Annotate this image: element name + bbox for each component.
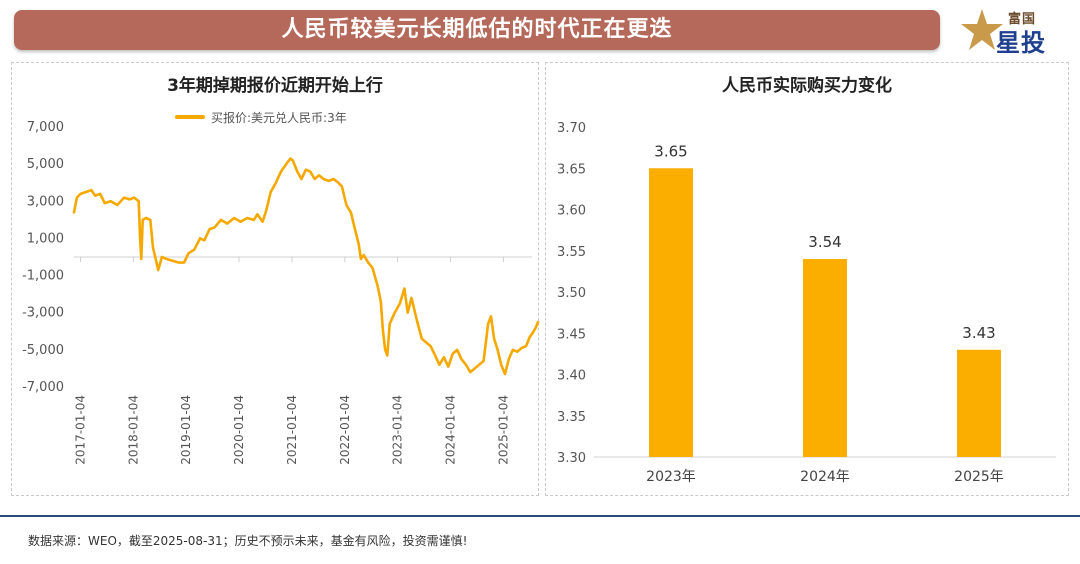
x-tick-label: 2025-01-04 xyxy=(496,395,510,465)
y-tick-label: 3.35 xyxy=(557,410,586,425)
y-tick-label: 1,000 xyxy=(27,231,64,246)
bar xyxy=(957,349,1001,457)
y-tick-label: -7,000 xyxy=(22,380,64,395)
source-note: 数据来源：WEO，截至2025-08-31；历史不预示未来，基金有风险，投资需谨… xyxy=(28,534,468,548)
footer-divider xyxy=(0,515,1080,517)
y-tick-label: 5,000 xyxy=(27,157,64,172)
x-tick-label: 2021-01-04 xyxy=(285,395,299,465)
y-tick-label: -5,000 xyxy=(22,343,64,358)
bar-data-label: 3.54 xyxy=(808,233,841,251)
y-tick-label: 3.40 xyxy=(557,369,586,384)
x-category-label: 2023年 xyxy=(646,469,696,485)
y-tick-label: 3.45 xyxy=(557,327,586,342)
x-tick-label: 2019-01-04 xyxy=(179,395,193,465)
y-tick-label: 3.30 xyxy=(557,451,586,466)
y-tick-label: 3.50 xyxy=(557,286,586,301)
series-line xyxy=(72,157,540,376)
x-category-label: 2025年 xyxy=(954,469,1004,485)
logo-text-top: 富国 xyxy=(1008,12,1037,27)
purchasing-power-bar-chart: 3.70 3.65 3.60 3.55 3.50 3.45 3.40 3.35 3.30 3.65… xyxy=(557,121,1056,485)
bar-data-label: 3.43 xyxy=(962,324,995,342)
x-tick-label: 2024-01-04 xyxy=(443,395,457,465)
x-tick-label: 2018-01-04 xyxy=(126,395,140,465)
y-tick-label: 3.70 xyxy=(557,121,586,136)
swap-chart-legend: 买报价:美元兑人民币:3年 xyxy=(175,108,347,126)
swap-line-chart: 7,000 5,000 3,000 1,000 -1,000 -3,000 -5,000 -7… xyxy=(22,120,540,465)
y-tick-label: 3.60 xyxy=(557,204,586,219)
bar-data-label: 3.65 xyxy=(654,142,687,160)
legend-label: 买报价:美元兑人民币:3年 xyxy=(211,110,347,125)
purchasing-power-chart-panel: 人民币实际购买力变化 3.70 3.65 3.60 3.55 3.50 3.45 3.40 3… xyxy=(545,62,1069,496)
bar xyxy=(803,259,847,457)
y-tick-label: 3,000 xyxy=(27,194,64,209)
legend-swatch xyxy=(175,115,205,119)
brand-logo: 富国 星投顾 xyxy=(958,6,1070,92)
x-tick-label: 2022-01-04 xyxy=(338,395,352,465)
x-tick-label: 2020-01-04 xyxy=(232,395,246,465)
title-banner: 人民币较美元长期低估的时代正在更迭 xyxy=(14,10,940,50)
star-logo-icon xyxy=(961,9,1003,50)
y-tick-label: 3.55 xyxy=(557,245,586,260)
x-tick-label: 2023-01-04 xyxy=(391,395,405,465)
y-tick-label: -3,000 xyxy=(22,306,64,321)
bar-chart-title: 人民币实际购买力变化 xyxy=(722,76,892,96)
y-tick-label: 7,000 xyxy=(27,120,64,135)
swap-chart-title: 3年期掉期报价近期开始上行 xyxy=(167,76,383,96)
y-tick-label: 3.65 xyxy=(557,162,586,177)
y-tick-label: -1,000 xyxy=(22,269,64,284)
bar xyxy=(649,168,693,457)
x-tick-label: 2017-01-04 xyxy=(74,395,88,465)
x-category-label: 2024年 xyxy=(800,469,850,485)
swap-quote-chart-panel: 3年期掉期报价近期开始上行 买报价:美元兑人民币:3年 7,000 5,000 3,… xyxy=(11,62,540,496)
page-title: 人民币较美元长期低估的时代正在更迭 xyxy=(281,17,673,42)
